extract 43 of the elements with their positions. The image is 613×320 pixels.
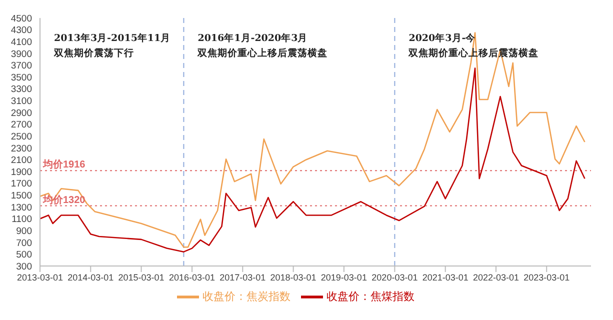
- legend-label: 收盘价：焦煤指数: [326, 290, 414, 303]
- annotation: 双焦期价震荡下行: [54, 47, 134, 60]
- y-tick-label: 4300: [10, 25, 32, 36]
- x-tick-label: 2013-03-01: [16, 272, 64, 282]
- y-tick-label: 1500: [10, 190, 32, 202]
- x-tick-label: 2014-03-01: [68, 272, 114, 282]
- y-tick-label: 1100: [12, 214, 32, 226]
- y-tick-label: 900: [16, 226, 32, 237]
- x-tick-label: 2022-03-01: [472, 272, 519, 282]
- y-tick-label: 2900: [10, 108, 32, 119]
- x-tick-label: 2017-03-01: [220, 272, 266, 282]
- y-tick-label: 4500: [10, 13, 32, 24]
- y-tick-label: 1300: [10, 202, 32, 214]
- y-tick-label: 700: [16, 238, 32, 249]
- y-tick-label: 500: [16, 250, 32, 261]
- y-tick-label: 2100: [10, 155, 32, 166]
- y-tick-label: 3100: [10, 96, 32, 108]
- x-tick-label: 2018-03-01: [270, 272, 316, 282]
- ref-line-label: 均价1320: [42, 194, 86, 206]
- y-tick-label: 3700: [10, 60, 32, 72]
- legend-label: 收盘价：焦炭指数: [202, 290, 290, 303]
- y-tick-label: 1900: [10, 166, 32, 178]
- x-tick-label: 2020-03-01: [372, 272, 418, 282]
- annotation: 2013年3月-2015年11月: [54, 32, 171, 45]
- line-series: [40, 68, 586, 252]
- y-tick-label: 3900: [10, 48, 32, 60]
- y-tick-label: 1700: [10, 178, 32, 190]
- annotation: 2016年1月-2020年3月: [198, 32, 308, 45]
- y-tick-label: 2700: [10, 120, 32, 131]
- line-series: [40, 32, 586, 248]
- y-tick-label: 2300: [10, 143, 32, 154]
- x-tick-label: 2019-03-01: [320, 272, 367, 282]
- ref-line-label: 均价1916: [42, 158, 86, 171]
- y-tick-label: 3300: [10, 84, 32, 96]
- y-tick-label: 300: [16, 261, 32, 272]
- x-tick-label: 2023-03-01: [524, 272, 570, 282]
- y-tick-label: 3500: [10, 72, 32, 84]
- x-tick-label: 2015-03-01: [118, 272, 164, 282]
- x-tick-label: 2016-03-01: [169, 272, 216, 282]
- annotation: 双焦期价重心上移后震荡横盘: [198, 47, 328, 60]
- y-tick-label: 4100: [10, 36, 32, 48]
- x-tick-label: 2021-03-01: [422, 272, 468, 282]
- y-tick-label: 2500: [10, 131, 32, 142]
